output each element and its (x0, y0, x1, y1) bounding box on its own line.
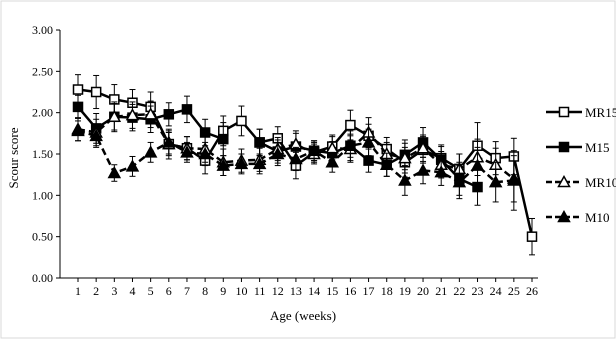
data-point-mr10 (143, 107, 158, 120)
data-point-mr15 (90, 86, 102, 98)
data-point-m10 (107, 165, 122, 179)
data-point-m10 (216, 158, 231, 171)
legend-marker-mr15 (558, 106, 570, 118)
data-point-mr15 (236, 115, 247, 127)
data-point-m15 (72, 101, 84, 113)
data-point-m10 (398, 173, 412, 186)
data-point-m10 (252, 156, 267, 170)
series-layer (71, 74, 538, 256)
x-tick-label: 4 (129, 284, 135, 298)
x-tick-label: 18 (381, 284, 393, 298)
data-point-mr10 (107, 109, 122, 123)
data-point-mr10 (398, 151, 412, 164)
data-point-m10 (71, 123, 85, 137)
data-point-m15 (163, 109, 175, 120)
data-point-m10 (289, 151, 303, 165)
data-point-m10 (198, 146, 212, 160)
x-tick-label: 16 (344, 284, 356, 298)
x-tick-label: 10 (235, 284, 247, 298)
data-point-m10 (162, 135, 176, 148)
x-tick-label: 19 (399, 284, 411, 298)
y-tick-label: 0.50 (32, 230, 53, 244)
data-point-m15 (363, 155, 374, 166)
data-point-m10 (270, 146, 285, 160)
legend: MR15 M15 MR10 M10 (546, 105, 616, 225)
x-tick-label: 24 (490, 284, 502, 298)
x-tick-label: 11 (254, 284, 266, 298)
x-axis-title: Age (weeks) (270, 308, 336, 323)
data-point-m10 (89, 128, 103, 142)
x-tick-label: 6 (166, 284, 172, 298)
data-point-mr10 (416, 141, 430, 154)
data-point-m10 (180, 145, 194, 158)
data-point-m10 (452, 175, 467, 188)
data-point-m10 (325, 155, 340, 168)
y-axis-title: Scour score (6, 127, 21, 188)
y-tick-label: 2.50 (32, 64, 53, 78)
series-m10 (71, 120, 521, 211)
data-point-m10 (507, 173, 521, 186)
data-point-m10 (234, 156, 249, 170)
y-axis: 0.00 0.50 1.00 1.50 2.00 2.50 3.00 (32, 23, 61, 285)
legend-marker-mr10 (557, 174, 571, 188)
data-point-m15 (181, 104, 193, 115)
x-tick-label: 8 (202, 284, 208, 298)
x-tick-label: 7 (184, 284, 190, 298)
x-tick-label: 5 (148, 284, 154, 298)
data-point-m10 (470, 158, 485, 171)
x-tick-label: 1 (75, 284, 81, 298)
x-tick-label: 15 (326, 284, 338, 298)
x-tick-label: 2 (93, 284, 99, 298)
data-point-m10 (361, 135, 376, 148)
x-tick-label: 23 (472, 284, 484, 298)
x-tick-label: 17 (363, 284, 375, 298)
data-point-mr15 (526, 231, 538, 242)
y-tick-label: 1.50 (32, 147, 53, 161)
x-tick-label: 13 (290, 284, 302, 298)
data-point-m10 (307, 143, 321, 156)
legend-label-mr10: MR10 (585, 175, 616, 190)
x-axis: 1 2 3 4 5 6 7 8 9 10 11 12 13 14 15 16 17 18 19 20 21 22 23 24 2… (60, 277, 538, 298)
x-tick-label: 26 (526, 284, 538, 298)
x-tick-label: 25 (508, 284, 520, 298)
y-tick-label: 3.00 (32, 23, 53, 37)
data-point-m10 (379, 157, 394, 170)
y-tick-label: 0.00 (32, 271, 53, 285)
x-tick-label: 12 (272, 284, 284, 298)
data-point-m10 (125, 159, 140, 172)
data-point-mr10 (125, 108, 140, 121)
x-tick-label: 20 (417, 284, 429, 298)
data-point-m15 (254, 137, 265, 148)
data-point-m15 (218, 133, 229, 145)
data-point-m10 (434, 165, 448, 178)
x-tick-label: 9 (220, 284, 226, 298)
x-tick-label: 3 (111, 284, 117, 298)
data-point-mr15 (72, 84, 84, 95)
legend-label-mr15: MR15 (585, 105, 616, 120)
legend-label-m15: M15 (585, 140, 610, 155)
x-tick-label: 22 (453, 284, 465, 298)
y-tick-label: 2.00 (32, 106, 53, 120)
x-tick-label: 21 (435, 284, 447, 298)
data-point-mr15 (345, 119, 356, 131)
data-point-m10 (488, 175, 503, 188)
legend-marker-m15 (558, 141, 570, 153)
y-tick-label: 1.00 (32, 188, 53, 202)
data-point-m10 (143, 145, 158, 158)
legend-label-m10: M10 (585, 210, 610, 225)
data-point-m10 (343, 138, 358, 151)
x-tick-label: 14 (308, 284, 320, 298)
legend-marker-m10 (557, 209, 571, 223)
data-point-m10 (416, 163, 430, 176)
